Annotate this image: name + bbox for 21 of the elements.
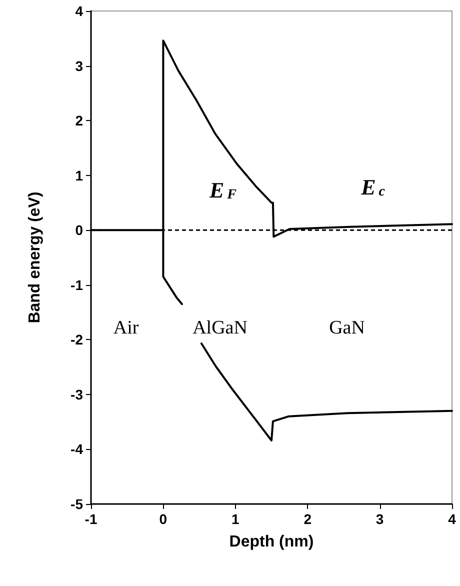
y-tick-label: 2 <box>75 112 84 129</box>
x-tick-label: 2 <box>304 511 312 527</box>
y-tick-label: 1 <box>75 167 84 184</box>
y-axis-title: Band energy (eV) <box>26 192 44 324</box>
annotation: GaN <box>329 318 366 338</box>
y-tick-label: 4 <box>75 3 84 19</box>
x-tick-label: 4 <box>448 511 456 527</box>
x-tick-label: 0 <box>159 511 168 527</box>
annotation: Air <box>113 318 140 338</box>
y-tick-label: 3 <box>75 58 84 74</box>
y-tick-label: 0 <box>75 222 84 238</box>
y-tick-label: -1 <box>70 276 84 293</box>
annotation: EF <box>208 178 238 202</box>
x-axis-title: Depth (nm) <box>229 534 314 550</box>
x-tick-label: 3 <box>376 511 384 527</box>
y-tick-label: -2 <box>70 332 84 348</box>
x-tick-label: 1 <box>232 511 240 527</box>
y-tick-label: -3 <box>70 386 84 402</box>
y-tick-label: -4 <box>70 441 84 458</box>
y-tick-label: -5 <box>70 496 84 512</box>
annotation: AlGaN <box>192 318 248 338</box>
